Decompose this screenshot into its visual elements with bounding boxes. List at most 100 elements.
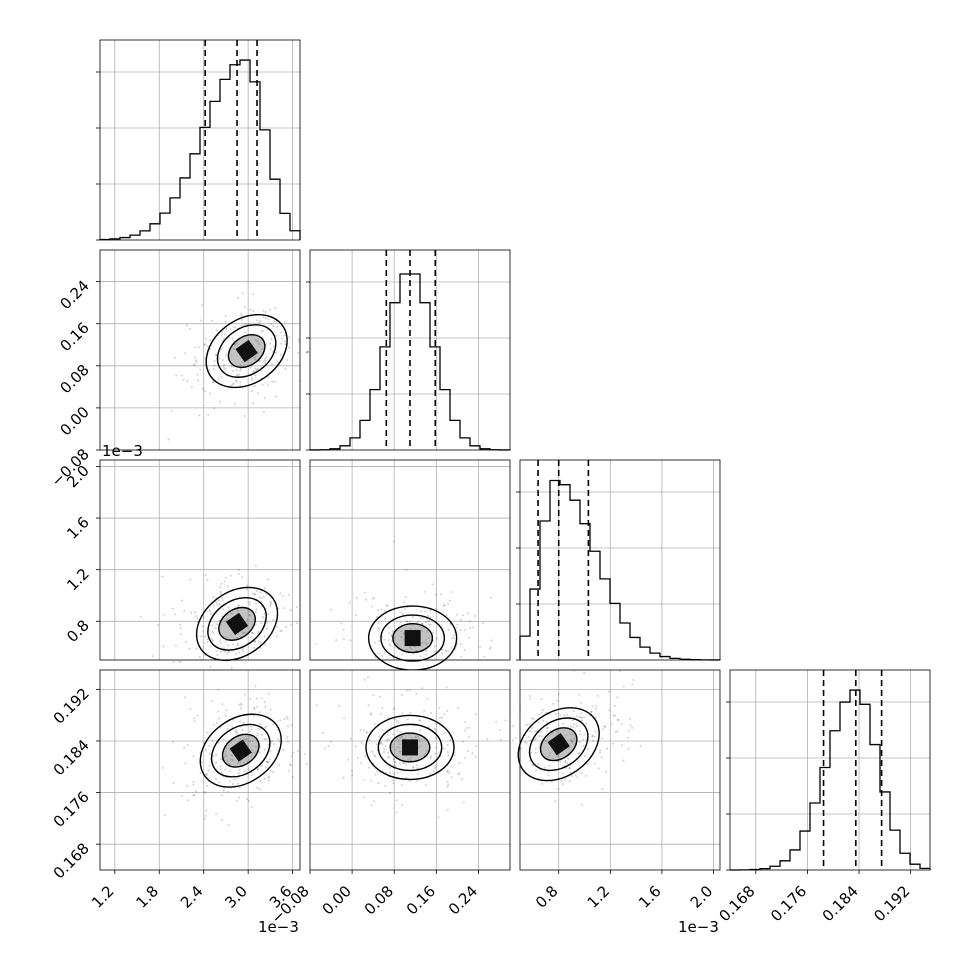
scatter-point [538,735,541,738]
scatter-point [230,667,233,670]
scatter-point [193,794,196,797]
scatter-point [552,702,555,705]
contour-level-0 [195,586,279,661]
scatter-point [460,618,463,621]
scatter-point [162,645,165,648]
scatter-point [464,721,467,724]
scatter-point [228,780,231,783]
scatter-point [213,360,216,363]
scatter-point [569,767,572,770]
scatter-point [196,373,199,376]
scatter-point [227,644,230,647]
scatter-point [393,764,396,767]
scatter-point [212,604,215,607]
scatter-point [218,604,221,607]
scatter-point [440,593,442,596]
histogram-panel-0 [96,40,301,241]
scatter-point [246,584,249,587]
scatter-point [265,760,268,763]
scatter-point [263,357,266,360]
scatter-point [162,613,165,616]
scatter-point [421,622,424,625]
scatter-point [297,338,300,341]
scatter-point [379,695,382,698]
scatter-point [602,727,605,730]
scatter-point [612,714,615,717]
scatter-point [409,711,412,714]
scatter-point [617,718,620,721]
contours-1-0 [205,313,288,389]
scatter-point [236,799,239,802]
scatter-point [237,572,240,575]
scatter-point [231,725,234,728]
scatter-point [440,716,443,719]
scatter-point [389,792,391,794]
scatter-point [546,730,549,733]
scatter-point [435,723,438,726]
scatter-point [215,650,218,653]
scatter-point [206,785,209,788]
scatter-point [212,632,215,635]
scatter-point [269,603,272,606]
scatter-point [342,776,345,779]
scatter-point [405,776,408,779]
scatter-point [239,720,242,723]
scatter-point [529,730,532,733]
scatter-point [222,647,225,650]
scatter-point [377,609,380,612]
scatter-point [254,685,257,688]
scatter-point [274,307,277,310]
scatter-point [289,763,292,766]
scatter-point [188,327,191,330]
scatter-point [428,623,431,626]
scatter-point [255,608,258,611]
density-frame-2-0 [99,459,301,661]
scatter-point [446,709,449,712]
density-panel-3-0 [100,670,316,870]
scatter-point [271,380,274,383]
scatter-point [215,761,218,764]
x-tick-label-3-2: 0.184 [819,882,862,925]
scatter-point [591,735,594,738]
scatter-point [180,599,183,602]
scatter-point [247,768,250,771]
scatter-point [415,779,418,782]
scatter-point [234,729,237,732]
scatter-point [215,601,218,604]
scatter-point [441,652,444,655]
scatter-point [260,605,263,608]
scatter-point [210,699,213,702]
scatter-point [450,591,453,593]
scatter-point [249,635,252,638]
y-tick-label-1-4: 0.24 [56,277,92,313]
scatter-point [597,767,600,770]
scatter-point [210,612,213,615]
scatter-point [189,708,192,711]
scatter-point [267,779,270,782]
scatter-point [272,619,275,622]
scatter-point [367,704,370,707]
scatter-point [204,635,207,638]
contour-level-0 [205,313,288,389]
scatter-point [216,653,219,656]
scatter-point [253,370,256,373]
scatter-point [286,717,289,720]
scatter-point [265,725,268,728]
scatter-point [243,306,246,309]
scatter-point [258,788,261,791]
scatter-point [271,350,274,353]
scatter-point [587,747,590,750]
scatter-point [425,653,428,656]
histogram-panel-3 [726,670,931,871]
scatter-point [354,745,357,748]
scatter-point [202,615,205,618]
scatter-point [580,772,583,775]
scatter-point [263,587,266,590]
scatter-point [355,597,358,600]
scatter-point [284,343,287,346]
scatter-point [219,758,222,761]
scatter-point [445,649,448,652]
scatter-point [495,720,498,723]
scatter-point [483,655,486,658]
density-bg-2-0 [100,460,300,660]
